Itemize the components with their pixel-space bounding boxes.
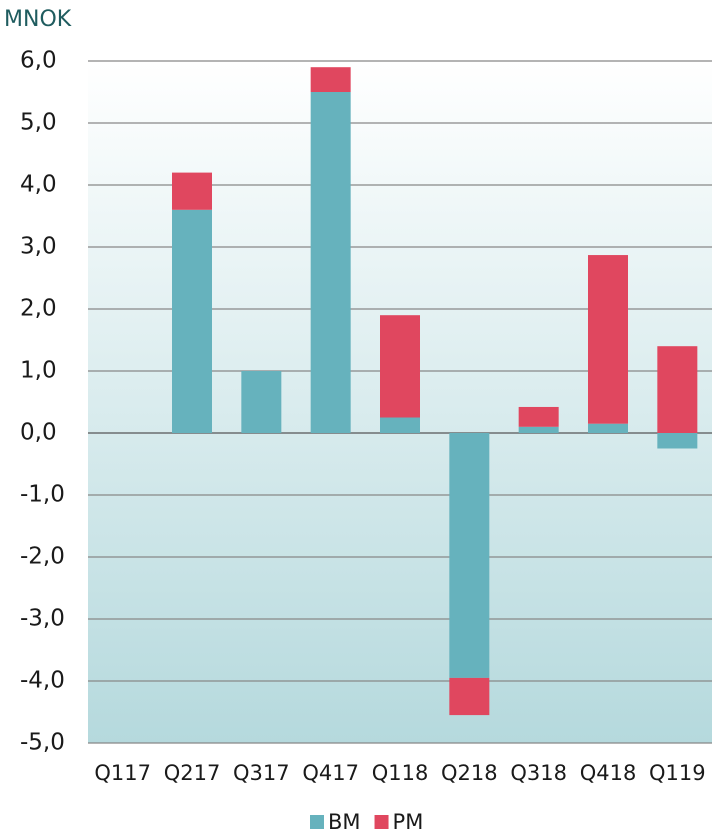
y-tick-label: 3,0: [20, 234, 57, 260]
bar: [310, 67, 351, 92]
x-tick-label: Q218: [441, 761, 498, 785]
y-tick-label: -3,0: [20, 606, 65, 632]
bar: [657, 433, 698, 449]
y-tick-label: 6,0: [20, 48, 57, 74]
y-tick-label: 2,0: [20, 296, 57, 322]
y-tick-label: -2,0: [20, 544, 65, 570]
x-tick-label: Q217: [164, 761, 221, 785]
bar: [657, 346, 698, 433]
x-tick-label: Q317: [233, 761, 290, 785]
bar: [172, 209, 212, 433]
bar: [380, 315, 420, 418]
legend-label: PM: [393, 810, 424, 834]
x-tick-label: Q418: [580, 761, 637, 785]
x-tick-label: Q119: [649, 761, 706, 785]
bar: [241, 371, 282, 433]
chart-title: MNOK: [4, 7, 72, 32]
legend-label: BM: [328, 810, 361, 834]
bar: [449, 677, 490, 716]
y-tick-label: -5,0: [20, 730, 65, 756]
bar: [449, 433, 490, 678]
bar: [380, 417, 420, 433]
bar: [172, 172, 212, 210]
x-tick-label: Q118: [372, 761, 429, 785]
x-tick-label: Q417: [302, 761, 359, 785]
legend-swatch: [310, 815, 324, 829]
y-tick-label: 4,0: [20, 172, 57, 198]
bar: [518, 426, 559, 433]
bar: [310, 92, 351, 433]
bar: [588, 423, 628, 433]
y-tick-label: -1,0: [20, 482, 65, 508]
y-tick-label: -4,0: [20, 668, 65, 694]
x-tick-label: Q117: [94, 761, 151, 785]
y-tick-label: 5,0: [20, 110, 57, 136]
bar: [588, 255, 628, 424]
y-tick-label: 1,0: [20, 358, 57, 384]
bar: [518, 406, 559, 427]
x-tick-label: Q318: [510, 761, 567, 785]
legend-swatch: [374, 815, 389, 829]
y-tick-label: 0,0: [20, 420, 57, 446]
